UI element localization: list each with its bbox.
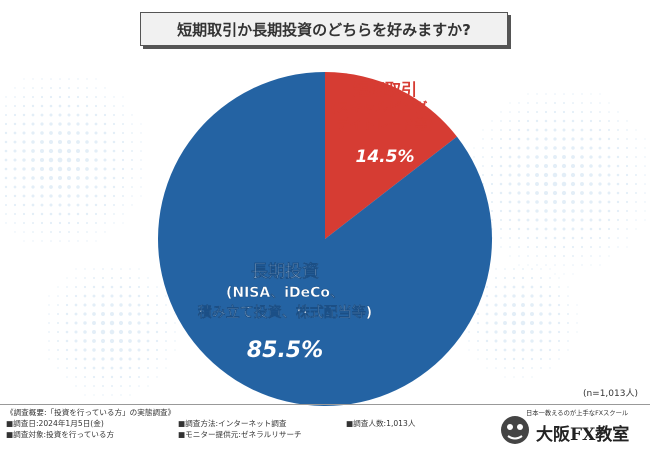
- pie-slice-1: [325, 72, 457, 239]
- brand-block: 日本一教えるのが上手なFXスクール 大阪FX教室: [496, 406, 646, 448]
- brand-name: 大阪FX教室: [536, 425, 630, 445]
- sample-size: (n=1,013人): [582, 389, 638, 399]
- survey-target: ■調査対象:投資を行っている方: [6, 430, 115, 439]
- slice-1-label-line-1: 短期取引: [353, 80, 417, 99]
- survey-summary: 《調査概要:「投資を行っている方」の実態調査》 ■調査日:2024年1月5日(金…: [6, 407, 486, 447]
- slice-2-label-line-2: (NISA、iDeCo、: [226, 285, 344, 301]
- survey-heading: 《調査概要:「投資を行っている方」の実態調査》: [6, 408, 176, 417]
- slice-1-label-line-2: (スキャルピング、: [330, 100, 439, 116]
- chart-title-box: 短期取引か長期投資のどちらを好みますか?: [140, 12, 508, 46]
- brand-tagline: 日本一教えるのが上手なFXスクール: [526, 410, 629, 417]
- slice-2-label-line-1: 長期投資: [251, 261, 319, 282]
- pie-slice-2: [158, 72, 493, 406]
- footer-divider: [0, 404, 650, 405]
- survey-count: ■調査人数:1,013人: [346, 419, 416, 428]
- chart-title: 短期取引か長期投資のどちらを好みますか?: [177, 20, 471, 39]
- slice-2-value-label: 85.5%: [247, 338, 323, 363]
- slice-1-value-label: 14.5%: [356, 147, 415, 167]
- survey-date: ■調査日:2024年1月5日(金): [6, 419, 104, 428]
- survey-method: ■調査方法:インターネット調査: [178, 419, 287, 428]
- survey-provider: ■モニター提供元:ゼネラルリサーチ: [178, 430, 302, 439]
- slice-2-label-line-3: 積み立て投資、株式配当等): [197, 304, 372, 321]
- brand-logo-icon: [501, 416, 529, 444]
- slice-1-label-line-3: デイトレード等): [337, 117, 434, 133]
